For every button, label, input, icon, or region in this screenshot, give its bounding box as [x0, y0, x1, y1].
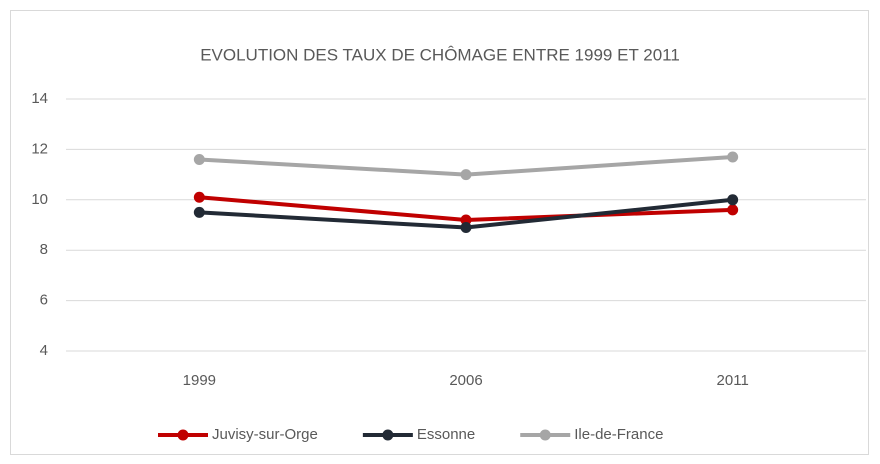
data-point — [727, 204, 739, 216]
data-point — [460, 222, 472, 234]
x-tick-label: 2006 — [449, 372, 482, 389]
data-point — [460, 169, 472, 181]
y-tick-label: 6 — [40, 292, 48, 309]
y-tick-label: 12 — [31, 140, 48, 157]
data-point — [460, 214, 472, 226]
y-tick-label: 8 — [40, 241, 48, 258]
data-point — [193, 206, 205, 218]
legend-label: Juvisy-sur-Orge — [212, 426, 318, 443]
legend-marker — [382, 429, 394, 441]
y-tick-label: 14 — [31, 90, 48, 107]
legend-label: Essonne — [417, 426, 475, 443]
legend-label: Ile-de-France — [574, 426, 663, 443]
chart-border — [10, 10, 869, 455]
data-point — [193, 153, 205, 165]
data-point — [727, 151, 739, 163]
x-tick-label: 2011 — [717, 372, 749, 389]
legend-marker — [539, 429, 551, 441]
chart-title: EVOLUTION DES TAUX DE CHÔMAGE ENTRE 1999… — [200, 45, 680, 64]
y-tick-label: 4 — [40, 342, 48, 359]
legend-marker — [177, 429, 189, 441]
y-tick-label: 10 — [31, 191, 48, 208]
x-tick-label: 1999 — [183, 372, 216, 389]
data-point — [727, 194, 739, 206]
data-point — [193, 191, 205, 203]
